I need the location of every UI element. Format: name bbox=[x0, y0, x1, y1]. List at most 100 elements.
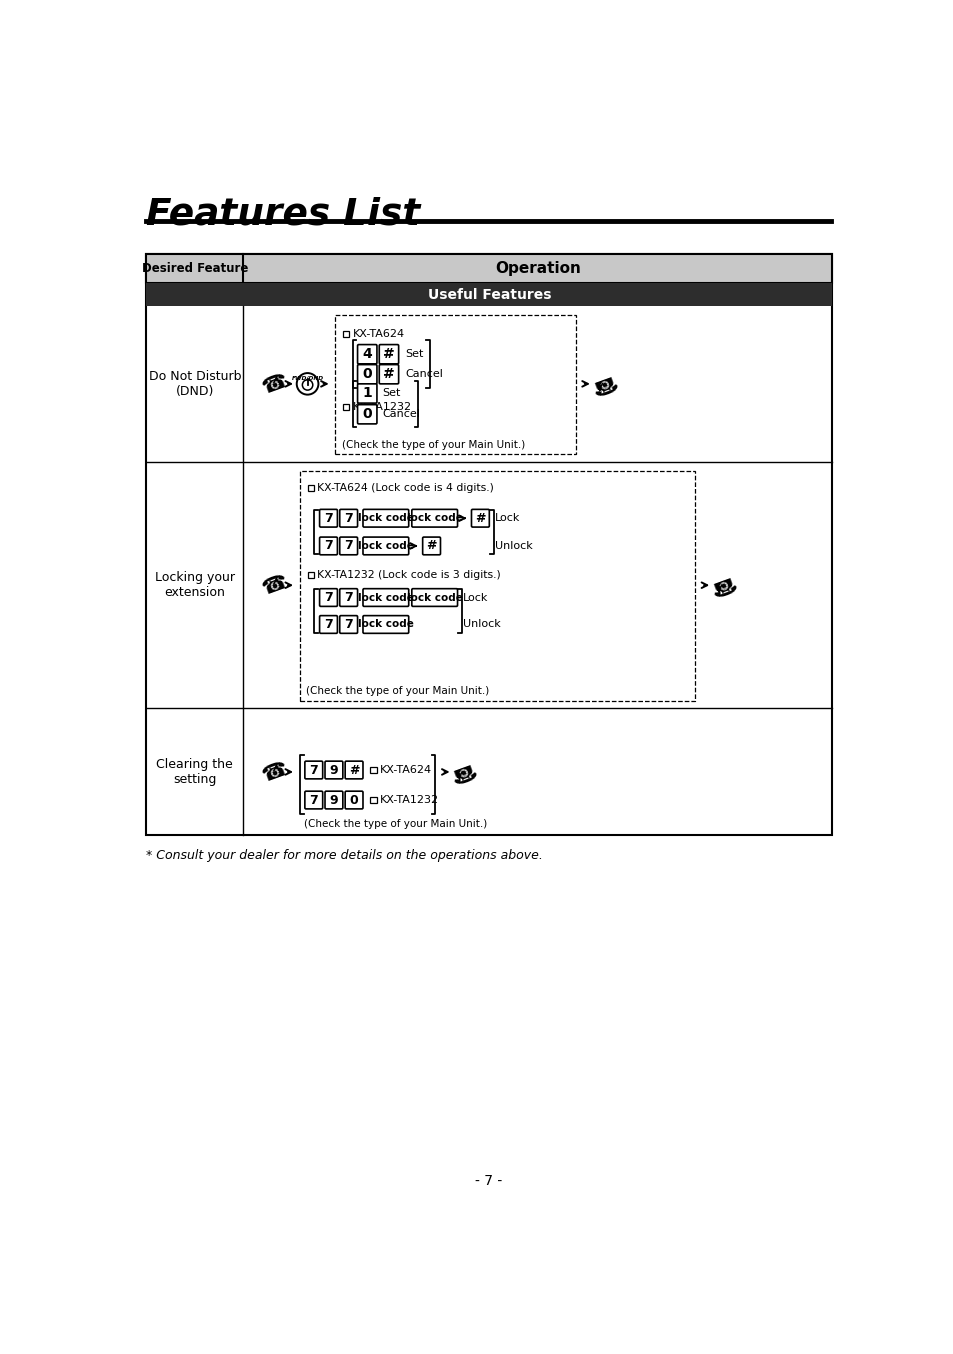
Text: 9: 9 bbox=[330, 793, 338, 807]
Text: 9: 9 bbox=[330, 764, 338, 776]
Text: ☎: ☎ bbox=[258, 758, 290, 785]
FancyBboxPatch shape bbox=[362, 538, 408, 555]
Text: 0: 0 bbox=[362, 367, 372, 382]
FancyBboxPatch shape bbox=[345, 791, 362, 808]
Text: 7: 7 bbox=[344, 617, 353, 631]
FancyBboxPatch shape bbox=[379, 344, 398, 364]
Text: (Check the type of your Main Unit.): (Check the type of your Main Unit.) bbox=[341, 440, 524, 450]
Text: 7: 7 bbox=[344, 592, 353, 604]
Text: Do Not Disturb: Do Not Disturb bbox=[149, 370, 241, 383]
Text: setting: setting bbox=[172, 773, 216, 787]
Text: (Check the type of your Main Unit.): (Check the type of your Main Unit.) bbox=[306, 686, 489, 696]
Text: 7: 7 bbox=[324, 592, 333, 604]
Text: #: # bbox=[426, 539, 436, 552]
Text: (Check the type of your Main Unit.): (Check the type of your Main Unit.) bbox=[303, 819, 486, 829]
FancyBboxPatch shape bbox=[412, 509, 457, 527]
Text: 1: 1 bbox=[362, 386, 372, 401]
FancyBboxPatch shape bbox=[305, 791, 322, 808]
Text: lock code: lock code bbox=[357, 593, 414, 603]
Text: lock code: lock code bbox=[357, 542, 414, 551]
Text: * Consult your dealer for more details on the operations above.: * Consult your dealer for more details o… bbox=[146, 849, 542, 862]
Bar bbox=[370, 766, 376, 773]
FancyBboxPatch shape bbox=[319, 616, 337, 634]
Text: Cancel: Cancel bbox=[381, 409, 419, 420]
Text: lock code: lock code bbox=[357, 620, 414, 630]
Text: 7: 7 bbox=[344, 512, 353, 525]
FancyBboxPatch shape bbox=[339, 616, 357, 634]
Bar bbox=[146, 255, 831, 835]
Text: Lock: Lock bbox=[463, 593, 488, 603]
Text: lock code: lock code bbox=[406, 513, 462, 523]
Circle shape bbox=[296, 374, 318, 394]
Text: 4: 4 bbox=[362, 347, 372, 362]
Bar bbox=[299, 471, 695, 701]
FancyBboxPatch shape bbox=[339, 538, 357, 555]
FancyBboxPatch shape bbox=[345, 761, 362, 779]
FancyBboxPatch shape bbox=[357, 344, 376, 364]
Bar bbox=[343, 332, 349, 337]
Text: 7: 7 bbox=[324, 539, 333, 552]
FancyBboxPatch shape bbox=[319, 538, 337, 555]
Text: Set: Set bbox=[405, 349, 423, 359]
Text: Locking your: Locking your bbox=[154, 571, 234, 584]
FancyBboxPatch shape bbox=[325, 791, 342, 808]
FancyBboxPatch shape bbox=[362, 616, 408, 634]
Bar bbox=[146, 255, 831, 283]
Text: #: # bbox=[383, 347, 395, 362]
Text: Cancel: Cancel bbox=[405, 370, 442, 379]
FancyBboxPatch shape bbox=[325, 761, 342, 779]
FancyBboxPatch shape bbox=[305, 761, 322, 779]
FancyBboxPatch shape bbox=[339, 509, 357, 527]
Text: ☎: ☎ bbox=[446, 758, 476, 785]
Bar bbox=[370, 798, 376, 803]
Text: Lock: Lock bbox=[495, 513, 520, 523]
Text: 7: 7 bbox=[324, 617, 333, 631]
Text: KX-TA624: KX-TA624 bbox=[353, 329, 404, 340]
FancyBboxPatch shape bbox=[379, 364, 398, 383]
Text: 7: 7 bbox=[324, 512, 333, 525]
Text: Clearing the: Clearing the bbox=[156, 758, 233, 770]
Text: 7: 7 bbox=[309, 764, 317, 776]
FancyBboxPatch shape bbox=[362, 589, 408, 607]
Text: 7: 7 bbox=[309, 793, 317, 807]
FancyBboxPatch shape bbox=[339, 589, 357, 607]
Bar bbox=[146, 283, 831, 306]
Text: lock code: lock code bbox=[357, 513, 414, 523]
Text: ☎: ☎ bbox=[258, 571, 290, 598]
FancyBboxPatch shape bbox=[357, 405, 376, 424]
Text: Features List: Features List bbox=[146, 196, 420, 233]
FancyBboxPatch shape bbox=[422, 538, 440, 555]
Text: KX-TA624 (Lock code is 4 digits.): KX-TA624 (Lock code is 4 digits.) bbox=[316, 483, 494, 493]
FancyBboxPatch shape bbox=[357, 364, 376, 383]
Text: 0: 0 bbox=[350, 793, 358, 807]
Text: Set: Set bbox=[381, 389, 400, 398]
Text: 0: 0 bbox=[362, 408, 372, 421]
Bar bbox=[307, 485, 314, 492]
Circle shape bbox=[302, 379, 313, 390]
FancyBboxPatch shape bbox=[412, 589, 457, 607]
Text: lock code: lock code bbox=[406, 593, 462, 603]
Text: #: # bbox=[383, 367, 395, 382]
Text: KX-TA1232: KX-TA1232 bbox=[353, 402, 411, 413]
Text: ☎: ☎ bbox=[586, 370, 617, 398]
FancyBboxPatch shape bbox=[357, 383, 376, 403]
FancyBboxPatch shape bbox=[319, 589, 337, 607]
Text: #: # bbox=[475, 512, 485, 525]
FancyBboxPatch shape bbox=[319, 509, 337, 527]
Text: KX-TA1232: KX-TA1232 bbox=[379, 795, 438, 806]
Bar bbox=[335, 315, 575, 455]
Bar bbox=[343, 405, 349, 410]
Text: ☎: ☎ bbox=[705, 571, 737, 598]
Bar bbox=[307, 573, 314, 578]
Text: Unlock: Unlock bbox=[463, 620, 500, 630]
Text: ☎: ☎ bbox=[258, 370, 290, 398]
Text: KX-TA624: KX-TA624 bbox=[379, 765, 432, 774]
Text: Unlock: Unlock bbox=[495, 542, 533, 551]
Text: FWD/DND: FWD/DND bbox=[292, 375, 323, 380]
Text: - 7 -: - 7 - bbox=[475, 1174, 502, 1187]
Text: (DND): (DND) bbox=[175, 385, 213, 398]
Text: Desired Feature: Desired Feature bbox=[141, 263, 248, 275]
Text: Operation: Operation bbox=[495, 261, 580, 276]
FancyBboxPatch shape bbox=[362, 509, 408, 527]
Text: Useful Features: Useful Features bbox=[427, 287, 551, 302]
